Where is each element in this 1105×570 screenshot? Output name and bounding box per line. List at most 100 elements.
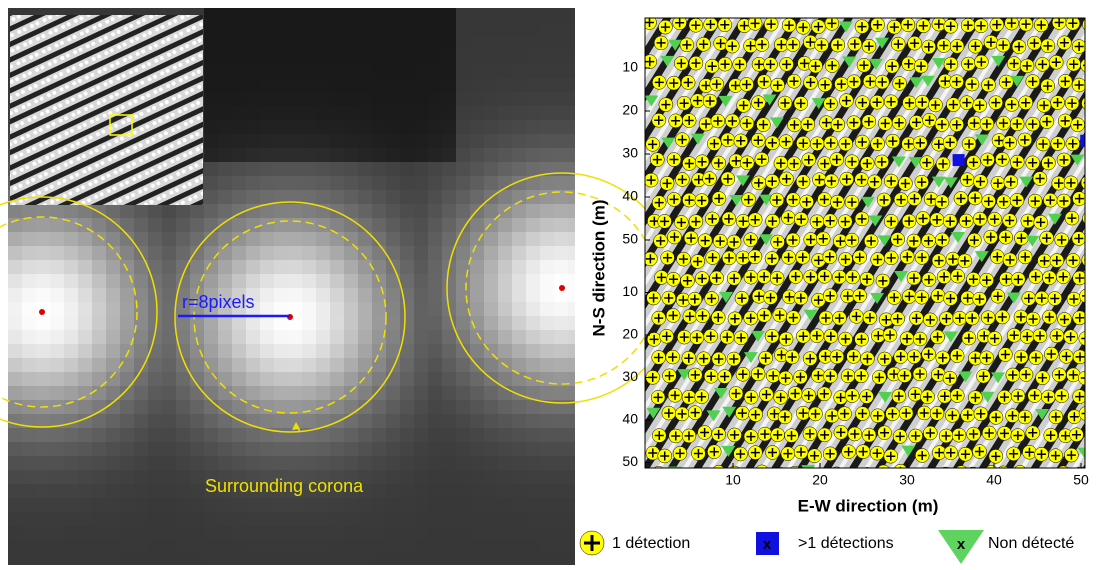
pixel: [190, 484, 204, 498]
detection-cross: [649, 293, 659, 303]
pixel: [64, 232, 78, 246]
pixel: [414, 414, 428, 428]
pixel: [288, 190, 302, 204]
pixel: [512, 204, 526, 218]
pixel: [428, 456, 442, 470]
detection-cross: [679, 332, 689, 342]
pixel: [50, 526, 64, 540]
pixel: [92, 330, 106, 344]
pixel: [232, 330, 246, 344]
pixel: [302, 512, 316, 526]
detection-cross: [850, 471, 859, 480]
detection-cross: [1084, 259, 1085, 261]
detection-cross: [925, 315, 935, 325]
detection-cross: [947, 410, 957, 420]
pixel: [22, 232, 36, 246]
not-detected: [931, 176, 946, 188]
pixel: [316, 442, 330, 456]
detections: [645, 18, 1098, 480]
pixel: [358, 246, 372, 260]
detection-cross: [814, 255, 824, 265]
pixel: [260, 484, 274, 498]
pixel: [22, 400, 36, 414]
detection-cross: [645, 57, 655, 67]
detection-cross: [1089, 392, 1098, 401]
pixel: [498, 512, 512, 526]
detection-cross: [1031, 353, 1041, 363]
detection-cross: [671, 431, 681, 441]
detection-cross: [1067, 98, 1077, 108]
pixel: [526, 358, 540, 372]
pixel: [498, 36, 512, 50]
detection-cross: [969, 157, 979, 167]
y-axis-label: N-S direction (m): [589, 200, 608, 337]
pixel: [316, 232, 330, 246]
pixel: [554, 64, 568, 78]
pixel: [190, 442, 204, 456]
pixel: [50, 428, 64, 442]
detection-cross: [705, 174, 715, 184]
pixel: [386, 246, 400, 260]
pixel: [260, 162, 274, 176]
legend-label: Non détecté: [988, 535, 1074, 552]
y-tick-label: 30: [622, 145, 638, 161]
pixel: [344, 316, 358, 330]
detection-cross: [960, 449, 970, 459]
detection-cross: [969, 235, 979, 245]
pixel: [260, 148, 274, 162]
pixel: [162, 204, 176, 218]
pixel: [428, 190, 442, 204]
detection-cross: [1024, 447, 1034, 457]
pixel: [414, 92, 428, 106]
pixel: [78, 316, 92, 330]
pixel: [302, 204, 316, 218]
pixel: [120, 526, 134, 540]
pixel: [512, 106, 526, 120]
pixel: [400, 400, 414, 414]
detection-cross: [716, 38, 726, 48]
pixel: [246, 344, 260, 358]
pixel: [400, 162, 414, 176]
detection-cross: [789, 120, 799, 130]
detection-cross: [690, 408, 700, 418]
pixel: [330, 484, 344, 498]
pixel: [288, 470, 302, 484]
pixel: [190, 400, 204, 414]
pixel: [78, 498, 92, 512]
pixel: [470, 36, 484, 50]
pixel: [498, 162, 512, 176]
pixel: [554, 288, 568, 302]
pixel: [134, 428, 148, 442]
pixel: [554, 218, 568, 232]
detection-cross: [700, 428, 710, 438]
pixel: [386, 526, 400, 540]
pixel: [64, 246, 78, 260]
pixel: [50, 302, 64, 316]
detection-cross: [910, 38, 920, 48]
pixel: [568, 302, 575, 316]
pixel: [106, 274, 120, 288]
detection-cross: [915, 369, 925, 379]
detection-cross: [983, 80, 993, 90]
pixel: [274, 386, 288, 400]
pixel: [568, 232, 575, 246]
pixel: [386, 78, 400, 92]
detection-cross: [810, 409, 820, 419]
pixel: [92, 414, 106, 428]
pixel: [288, 498, 302, 512]
pixel: [386, 540, 400, 554]
pixel: [428, 400, 442, 414]
pixel: [414, 470, 428, 484]
pixel: [344, 162, 358, 176]
detection-cross: [1087, 198, 1096, 207]
detection-cross: [827, 176, 837, 186]
detection-cross: [843, 291, 853, 301]
pixel: [64, 512, 78, 526]
pixel: [288, 106, 302, 120]
detection-cross: [882, 467, 885, 468]
pixel: [246, 288, 260, 302]
detection-cross: [1069, 294, 1079, 304]
pixel: [36, 372, 50, 386]
pixel: [344, 134, 358, 148]
pixel: [288, 526, 302, 540]
